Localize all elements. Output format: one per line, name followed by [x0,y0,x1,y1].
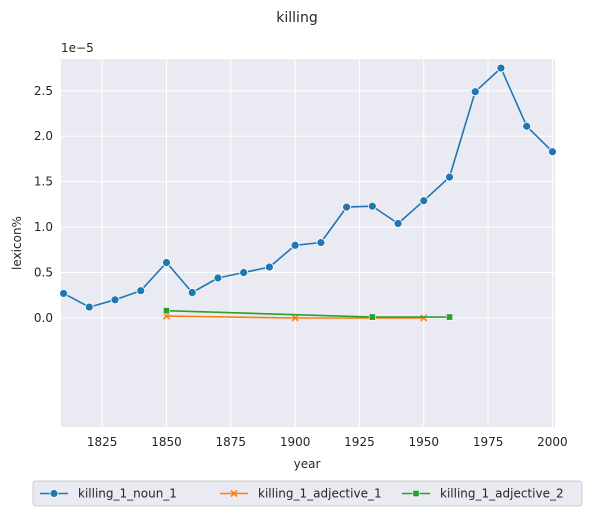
series-line [63,67,553,308]
legend-item: killing_1_adjective_1 [220,487,382,501]
y-tick-label: 1.0 [34,220,53,234]
data-point [368,313,376,321]
data-point [84,302,94,312]
data-point [239,268,249,277]
y-offset-text: 1e−5 [61,41,94,55]
data-point [265,262,274,272]
data-point [496,63,506,73]
data-point [342,202,351,212]
data-point [367,201,377,211]
grid-lines [61,59,555,427]
legend-label: killing_1_adjective_1 [258,487,382,501]
data-point [290,240,300,250]
x-tick-label: 1950 [409,435,440,449]
legend-item: killing_1_noun_1 [40,487,177,501]
legend-item: killing_1_adjective_2 [402,487,564,501]
y-tick-label: 0.5 [34,266,53,280]
data-point [316,238,326,247]
y-axis-label: lexicon% [10,216,24,270]
x-tick-label: 1925 [344,435,375,449]
data-point [470,87,480,97]
data-point [412,489,420,497]
y-tick-label: 2.5 [34,84,53,98]
data-point [230,489,238,498]
data-point [213,273,223,283]
x-tick-label: 1850 [151,435,182,449]
x-axis-label: year [294,457,321,471]
data-point [291,314,299,322]
data-point-stroke [291,314,299,322]
data-point [548,147,557,157]
y-tick-label: 1.5 [34,175,53,189]
data-point [420,314,428,322]
x-tick-label: 1900 [280,435,311,449]
data-point [59,289,68,298]
y-tick-label: 2.0 [34,129,53,143]
data-point [522,121,532,131]
data-point [187,288,197,297]
data-point [445,172,454,182]
plot-area [61,59,555,427]
y-tick-labels: 0.0 0.5 1.0 1.5 2.0 2.5 [34,84,53,325]
data-point [446,313,454,321]
data-point [49,489,59,498]
legend-label: killing_1_adjective_2 [440,487,564,501]
series-killing_1_noun_1 [59,63,557,312]
data-point [419,196,429,206]
y-tick-label: 0.0 [34,311,53,325]
data-point [393,219,403,228]
x-tick-label: 1975 [473,435,504,449]
legend: killing_1_noun_1 killing_1_adjective_1 kil… [32,480,583,507]
data-point [162,307,170,315]
x-tick-label: 1825 [87,435,118,449]
legend-label: killing_1_noun_1 [78,487,177,501]
x-tick-label: 1875 [216,435,247,449]
data-point-stroke [420,314,428,322]
data-point [110,295,120,305]
legend-frame [32,480,583,507]
series-killing_1_adjective_2 [162,307,454,321]
data-point-stroke [230,489,238,498]
series-layer [59,63,557,322]
data-point [136,286,146,296]
chart-title: killing [276,10,317,26]
data-point [162,258,171,267]
x-tick-labels: 1825 1850 1875 1900 1925 1950 1975 2000 [87,435,568,449]
x-tick-label: 2000 [537,435,568,449]
